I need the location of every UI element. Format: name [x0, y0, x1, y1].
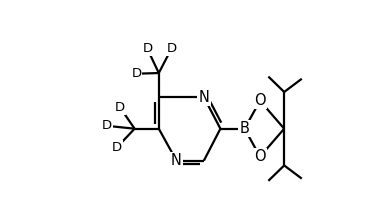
Text: B: B — [240, 121, 249, 136]
Text: N: N — [171, 153, 182, 168]
Text: D: D — [111, 141, 121, 154]
Text: N: N — [199, 90, 210, 105]
Text: D: D — [102, 119, 112, 132]
Text: O: O — [254, 149, 266, 164]
Text: O: O — [254, 93, 266, 108]
Text: D: D — [115, 101, 125, 114]
Text: D: D — [142, 42, 152, 55]
Text: D: D — [131, 67, 141, 80]
Text: D: D — [166, 42, 177, 55]
